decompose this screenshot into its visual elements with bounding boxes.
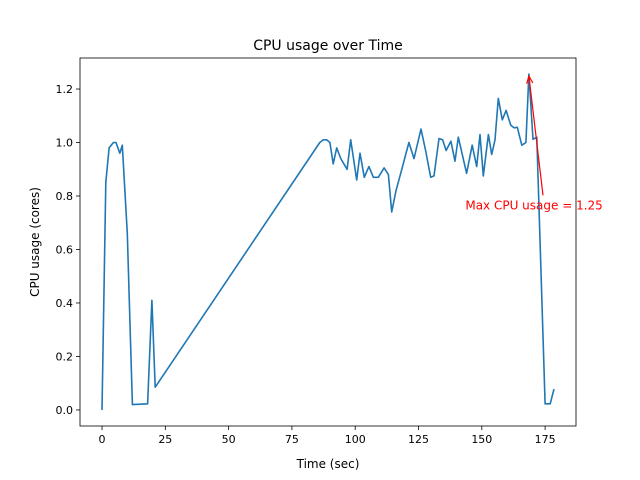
x-tick-label: 100 (345, 433, 366, 446)
y-tick-label: 0.2 (56, 350, 74, 363)
x-tick-label: 75 (285, 433, 299, 446)
x-axis-label: Time (sec) (296, 457, 360, 471)
y-tick-label: 0.8 (56, 190, 74, 203)
y-axis-label: CPU usage (cores) (28, 187, 42, 297)
y-tick-label: 0.6 (56, 243, 74, 256)
x-tick-label: 50 (222, 433, 236, 446)
chart-title: CPU usage over Time (253, 38, 403, 54)
x-tick-label: 25 (158, 433, 172, 446)
y-tick-label: 0.0 (56, 404, 74, 417)
x-tick-label: 175 (535, 433, 556, 446)
y-tick-label: 0.4 (56, 297, 74, 310)
series-line-cpu-usage (101, 73, 555, 411)
axes-frame (79, 57, 577, 427)
x-tick-label: 150 (471, 433, 492, 446)
x-tick-label: 125 (408, 433, 429, 446)
annotation-max-cpu: Max CPU usage = 1.25 (465, 198, 602, 212)
y-tick-label: 1.2 (56, 83, 74, 96)
y-tick-label: 1.0 (56, 137, 74, 150)
annotation-arrow-head (526, 74, 534, 84)
x-tick-label: 0 (99, 433, 106, 446)
annotation-arrow (528, 75, 544, 196)
